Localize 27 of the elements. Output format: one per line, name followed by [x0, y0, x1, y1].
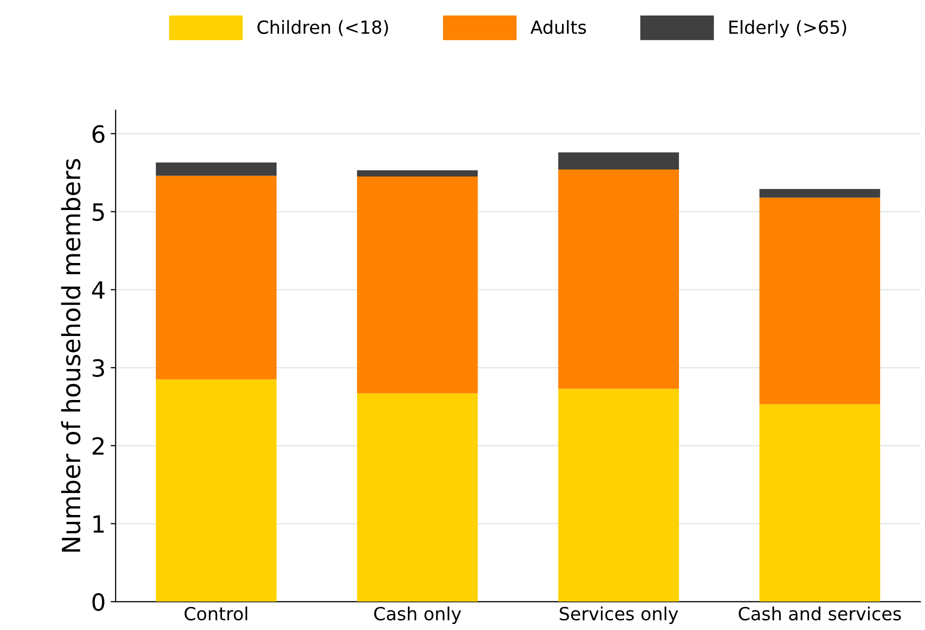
y-axis-title: Number of household members	[61, 158, 80, 552]
legend-label: Elderly (>65)	[729, 20, 846, 38]
bar	[357, 176, 478, 394]
bar	[156, 176, 277, 380]
bar	[558, 152, 679, 170]
y-tick-label: 5	[92, 203, 104, 221]
legend-label: Adults	[530, 20, 586, 34]
legend-label: Children (<18)	[257, 20, 388, 36]
bar	[759, 189, 880, 198]
bar	[156, 379, 277, 602]
y-tick-label: 4	[92, 281, 105, 299]
x-tick-label: Services only	[560, 606, 678, 624]
bar	[759, 198, 880, 404]
bar	[357, 393, 478, 602]
bar	[558, 388, 679, 602]
x-tick-label: Cash and services	[738, 606, 901, 620]
bar	[357, 170, 478, 177]
y-tick-label: 3	[92, 359, 104, 377]
x-tick-label: Control	[184, 606, 248, 620]
y-tick-label: 1	[93, 515, 104, 533]
bar	[156, 162, 277, 176]
y-tick-label: 6	[92, 125, 104, 143]
bar	[759, 404, 880, 602]
bar	[558, 170, 679, 389]
y-tick-label: 0	[92, 593, 104, 611]
y-tick-label: 2	[92, 437, 104, 455]
x-tick-label: Cash only	[374, 606, 462, 624]
